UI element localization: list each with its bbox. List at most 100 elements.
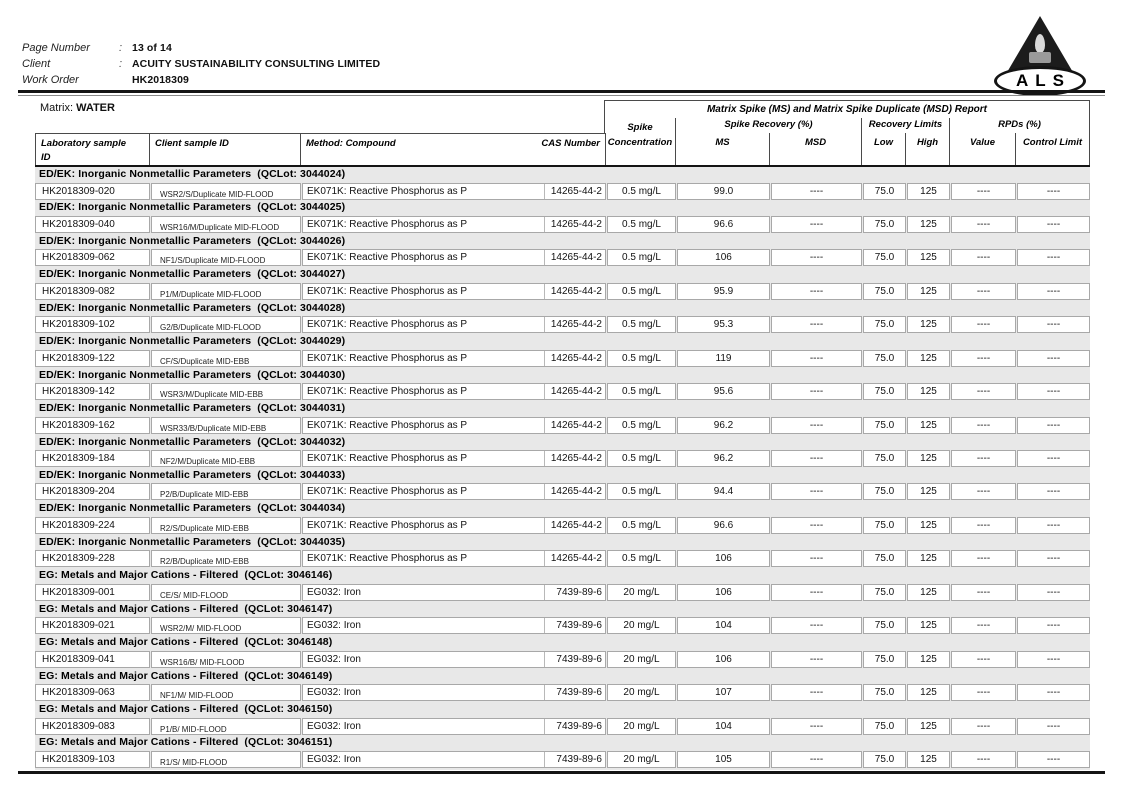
lab-sample-cell: HK2018309-021 (35, 617, 150, 635)
rpd-control-limit-cell: ---- (1017, 516, 1090, 534)
table-row: HK2018309-102 G2/B/Duplicate MID-FLOOD EK0… (35, 316, 1090, 334)
spike-concentration-cell: 0.5 mg/L (607, 416, 676, 434)
column-spike-concentration: Spike Concentration (604, 118, 676, 166)
limit-high-cell: 125 (907, 249, 950, 267)
client-sample-cell: NF1/M/ MID-FLOOD (151, 684, 301, 702)
rpd-value-cell: ---- (951, 450, 1016, 467)
ms-recovery-cell: 96.2 (677, 450, 770, 467)
qc-section-row: EG: Metals and Major Cations - Filtered … (39, 703, 333, 715)
msd-recovery-cell: ---- (771, 383, 862, 401)
method-compound: EK071K: Reactive Phosphorus as P (307, 352, 468, 364)
column-ms: MS (676, 133, 770, 166)
lab-sample-cell: HK2018309-228 (35, 550, 150, 568)
column-group-spike-recovery: Spike Recovery (%) (676, 118, 862, 134)
msd-recovery-cell: ---- (771, 550, 862, 568)
rpd-control-limit-cell: ---- (1017, 684, 1090, 702)
cas-number: 14265-44-2 (544, 317, 605, 333)
lab-sample-cell: HK2018309-020 (35, 182, 150, 200)
spike-concentration-cell: 0.5 mg/L (607, 282, 676, 300)
table-row: HK2018309-142 WSR3/M/Duplicate MID-EBB EK0… (35, 383, 1090, 401)
spike-concentration-cell: 0.5 mg/L (607, 349, 676, 367)
limit-high-cell: 125 (907, 450, 950, 467)
msd-recovery-cell: ---- (771, 215, 862, 233)
table-row: HK2018309-184 NF2/M/Duplicate MID-EBB EK07… (35, 450, 1090, 467)
header-field-row: Page Number : 13 of 14 (22, 40, 380, 56)
method-cell: EK071K: Reactive Phosphorus as P 14265-44… (302, 282, 606, 300)
limit-low-cell: 75.0 (863, 684, 906, 702)
limit-low-cell: 75.0 (863, 516, 906, 534)
rpd-value-cell: ---- (951, 416, 1016, 434)
ms-recovery-cell: 99.0 (677, 182, 770, 200)
method-compound: EK071K: Reactive Phosphorus as P (307, 185, 468, 197)
spike-concentration-cell: 0.5 mg/L (607, 450, 676, 467)
limit-low-cell: 75.0 (863, 383, 906, 401)
header-field-row: Client : ACUITY SUSTAINABILITY CONSULTIN… (22, 56, 380, 72)
rpd-control-limit-cell: ---- (1017, 349, 1090, 367)
client-sample-cell: WSR3/M/Duplicate MID-EBB (151, 383, 301, 401)
work-order-value: HK2018309 (132, 74, 189, 86)
spike-concentration-cell: 20 mg/L (607, 684, 676, 702)
table-row: HK2018309-062 NF1/S/Duplicate MID-FLOOD EK… (35, 249, 1090, 267)
limit-high-cell: 125 (907, 182, 950, 200)
work-order-label: Work Order (22, 74, 79, 86)
table-row: HK2018309-001 CE/S/ MID-FLOOD EG032: Iron 7… (35, 583, 1090, 601)
table-banner: Matrix Spike (MS) and Matrix Spike Dupli… (604, 100, 1090, 119)
column-high: High (906, 133, 950, 166)
column-laboratory-sample-id: Laboratory sample ID (35, 133, 150, 166)
flame-icon (1035, 34, 1045, 53)
rpd-control-limit-cell: ---- (1017, 450, 1090, 467)
lab-sample-cell: HK2018309-103 (35, 750, 150, 768)
cas-number: 7439-89-6 (544, 718, 605, 734)
ms-recovery-cell: 96.6 (677, 215, 770, 233)
limit-low-cell: 75.0 (863, 550, 906, 568)
limit-low-cell: 75.0 (863, 215, 906, 233)
spike-concentration-cell: 20 mg/L (607, 617, 676, 635)
client-sample-cell: WSR33/B/Duplicate MID-EBB (151, 416, 301, 434)
method-cell: EK071K: Reactive Phosphorus as P 14265-44… (302, 550, 606, 568)
qc-section-row: ED/EK: Inorganic Nonmetallic Parameters … (39, 268, 346, 281)
column-client-sample-id: Client sample ID (150, 133, 301, 166)
client-sample-cell: R2/S/Duplicate MID-EBB (151, 516, 301, 534)
client-sample-cell: P1/B/ MID-FLOOD (151, 717, 301, 735)
ms-recovery-cell: 96.2 (677, 416, 770, 434)
cas-number: 14265-44-2 (544, 417, 605, 433)
msd-recovery-cell: ---- (771, 617, 862, 635)
ms-recovery-cell: 107 (677, 684, 770, 702)
method-compound: EG032: Iron (307, 653, 361, 665)
method-cell: EG032: Iron 7439-89-6 (302, 684, 606, 702)
rpd-control-limit-cell: ---- (1017, 550, 1090, 568)
table-group: ED/EK: Inorganic Nonmetallic Parameters … (35, 200, 1090, 233)
qc-section-row: EG: Metals and Major Cations - Filtered … (39, 669, 333, 682)
table-row: HK2018309-083 P1/B/ MID-FLOOD EG032: Iron 7… (35, 717, 1090, 735)
method-compound: EG032: Iron (307, 687, 361, 699)
lab-col-line2: ID (41, 152, 51, 163)
cas-number: 7439-89-6 (544, 618, 605, 634)
cas-number: 14265-44-2 (544, 250, 605, 266)
limit-high-cell: 125 (907, 717, 950, 735)
rpd-value-cell: ---- (951, 750, 1016, 768)
table-row: HK2018309-103 R1/S/ MID-FLOOD EG032: Iron 7… (35, 750, 1090, 768)
qc-section-row: EG: Metals and Major Cations - Filtered … (39, 602, 333, 615)
msd-recovery-cell: ---- (771, 650, 862, 668)
cas-number: 14265-44-2 (544, 350, 605, 366)
lab-sample-cell: HK2018309-102 (35, 316, 150, 334)
table-group: EG: Metals and Major Cations - Filtered … (35, 735, 1090, 768)
spike-concentration-cell: 20 mg/L (607, 650, 676, 668)
qc-section-row: ED/EK: Inorganic Nonmetallic Parameters … (39, 201, 346, 214)
rpd-value-cell: ---- (951, 483, 1016, 501)
method-compound: EK071K: Reactive Phosphorus as P (307, 218, 468, 230)
limit-low-cell: 75.0 (863, 282, 906, 300)
limit-low-cell: 75.0 (863, 450, 906, 467)
qc-section-row: EG: Metals and Major Cations - Filtered … (39, 636, 333, 649)
lab-sample-cell: HK2018309-062 (35, 249, 150, 267)
table-group: EG: Metals and Major Cations - Filtered … (35, 669, 1090, 702)
lab-sample-cell: HK2018309-224 (35, 516, 150, 534)
lab-sample-cell: HK2018309-041 (35, 650, 150, 668)
method-cell: EG032: Iron 7439-89-6 (302, 583, 606, 601)
table-row: HK2018309-063 NF1/M/ MID-FLOOD EG032: Iron… (35, 684, 1090, 702)
table-group: ED/EK: Inorganic Nonmetallic Parameters … (35, 167, 1090, 200)
qc-section-row: EG: Metals and Major Cations - Filtered … (39, 736, 333, 749)
client-sample-cell: P1/M/Duplicate MID-FLOOD (151, 282, 301, 300)
msd-recovery-cell: ---- (771, 483, 862, 501)
cas-number: 7439-89-6 (544, 685, 605, 701)
